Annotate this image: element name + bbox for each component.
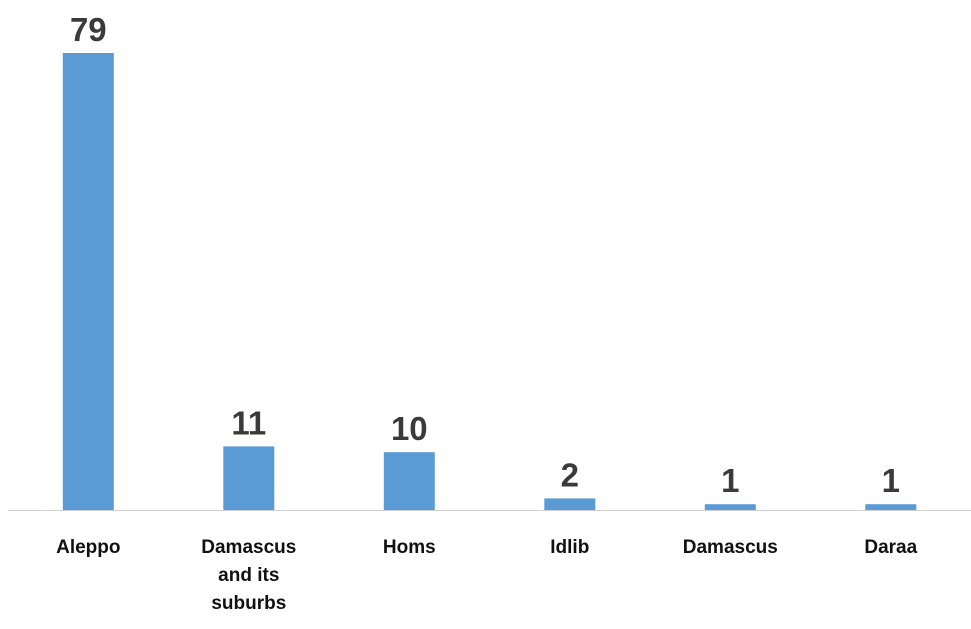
- data-label-4: 1: [721, 462, 739, 499]
- category-label-5: Daraa: [864, 537, 917, 558]
- category-label-3: Idlib: [550, 537, 589, 558]
- category-label-line: suburbs: [211, 593, 286, 614]
- bars-layer: [63, 53, 917, 510]
- category-label-line: and its: [218, 565, 279, 586]
- data-label-3: 2: [561, 456, 579, 493]
- data-label-2: 10: [391, 410, 428, 447]
- bar-0: [63, 53, 114, 510]
- data-label-5: 1: [882, 462, 900, 499]
- category-label-line: Daraa: [864, 537, 917, 558]
- bar-3: [544, 498, 595, 510]
- category-label-line: Aleppo: [56, 537, 120, 558]
- category-label-line: Damascus: [683, 537, 778, 558]
- data-label-0: 79: [70, 11, 107, 48]
- category-label-4: Damascus: [683, 537, 778, 558]
- category-label-line: Homs: [383, 537, 436, 558]
- bar-1: [223, 446, 274, 510]
- category-label-0: Aleppo: [56, 537, 120, 558]
- category-label-1: Damascus and its suburbs: [201, 537, 296, 614]
- category-label-line: Idlib: [550, 537, 589, 558]
- category-label-line: Damascus: [201, 537, 296, 558]
- category-label-2: Homs: [383, 537, 436, 558]
- bar-5: [865, 504, 916, 510]
- bar-4: [705, 504, 756, 510]
- data-label-1: 11: [231, 404, 266, 441]
- bar-2: [384, 452, 435, 510]
